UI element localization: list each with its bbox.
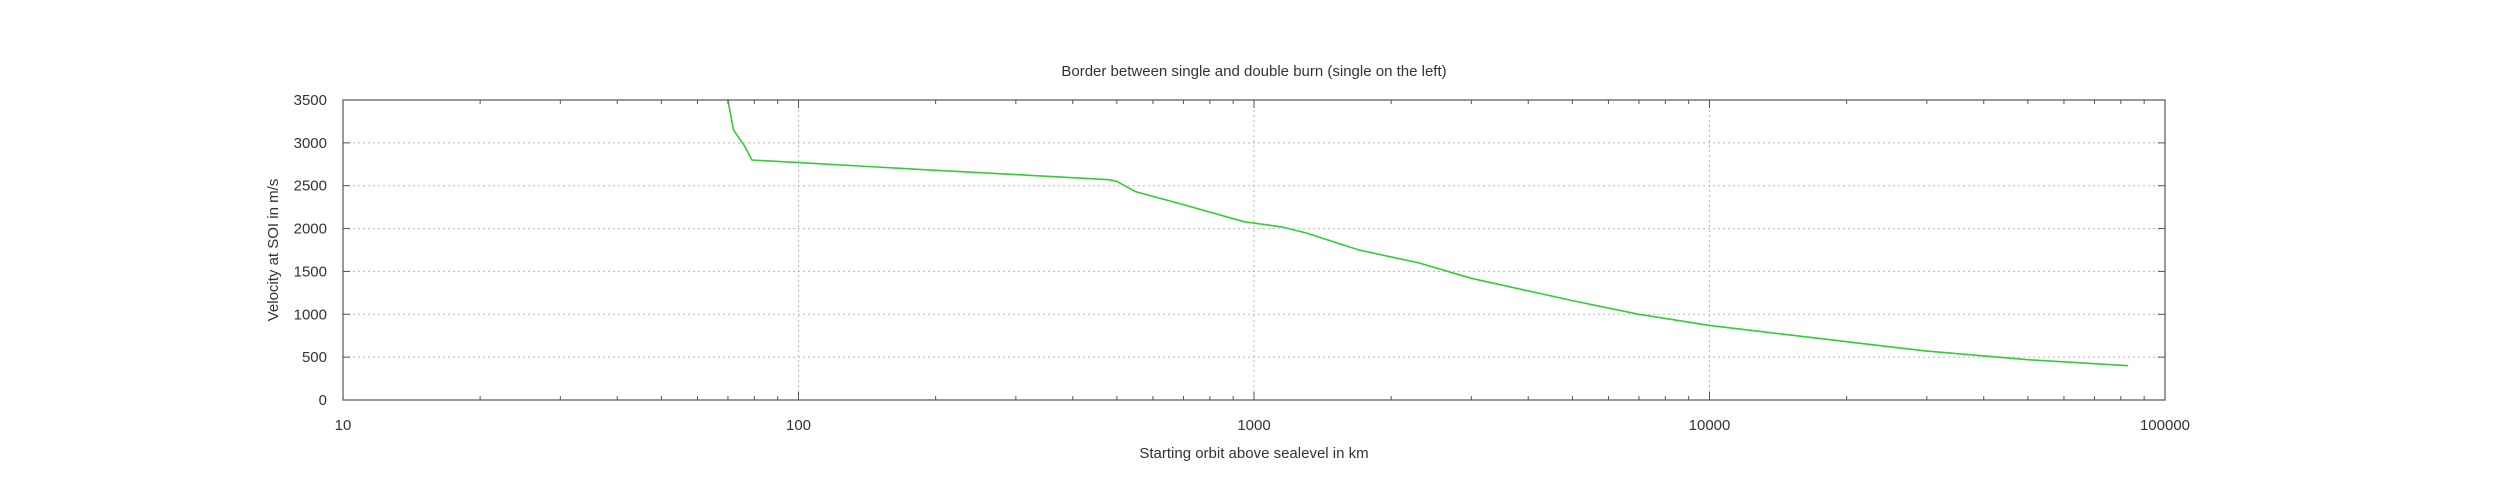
y-tick-label: 2000: [294, 221, 327, 238]
grid-layer: [343, 100, 2165, 400]
series-layer: [727, 99, 2129, 367]
x-tick-label: 100: [786, 417, 811, 434]
x-tick-label: 100000: [2140, 417, 2190, 434]
tick-layer: 0 500 1000 1500 2000 2500 3000 3500 10 100 1000 100…: [294, 92, 2190, 434]
x-tick-label: 10: [335, 417, 352, 434]
x-axis-label: Starting orbit above sealevel in km: [1139, 445, 1368, 462]
y-tick-label: 1500: [294, 263, 327, 280]
y-axis-label: Velocity at SOI in m/s: [265, 179, 282, 322]
x-tick-label: 1000: [1237, 417, 1270, 434]
chart-title: Border between single and double burn (s…: [1061, 63, 1446, 80]
series-line-0: [727, 99, 2129, 367]
y-tick-label: 3000: [294, 135, 327, 152]
x-tick-label: 10000: [1689, 417, 1731, 434]
y-tick-label: 0: [319, 392, 327, 409]
y-tick-label: 500: [302, 349, 327, 366]
y-tick-label: 1000: [294, 306, 327, 323]
y-tick-label: 3500: [294, 92, 327, 109]
y-tick-label: 2500: [294, 178, 327, 195]
